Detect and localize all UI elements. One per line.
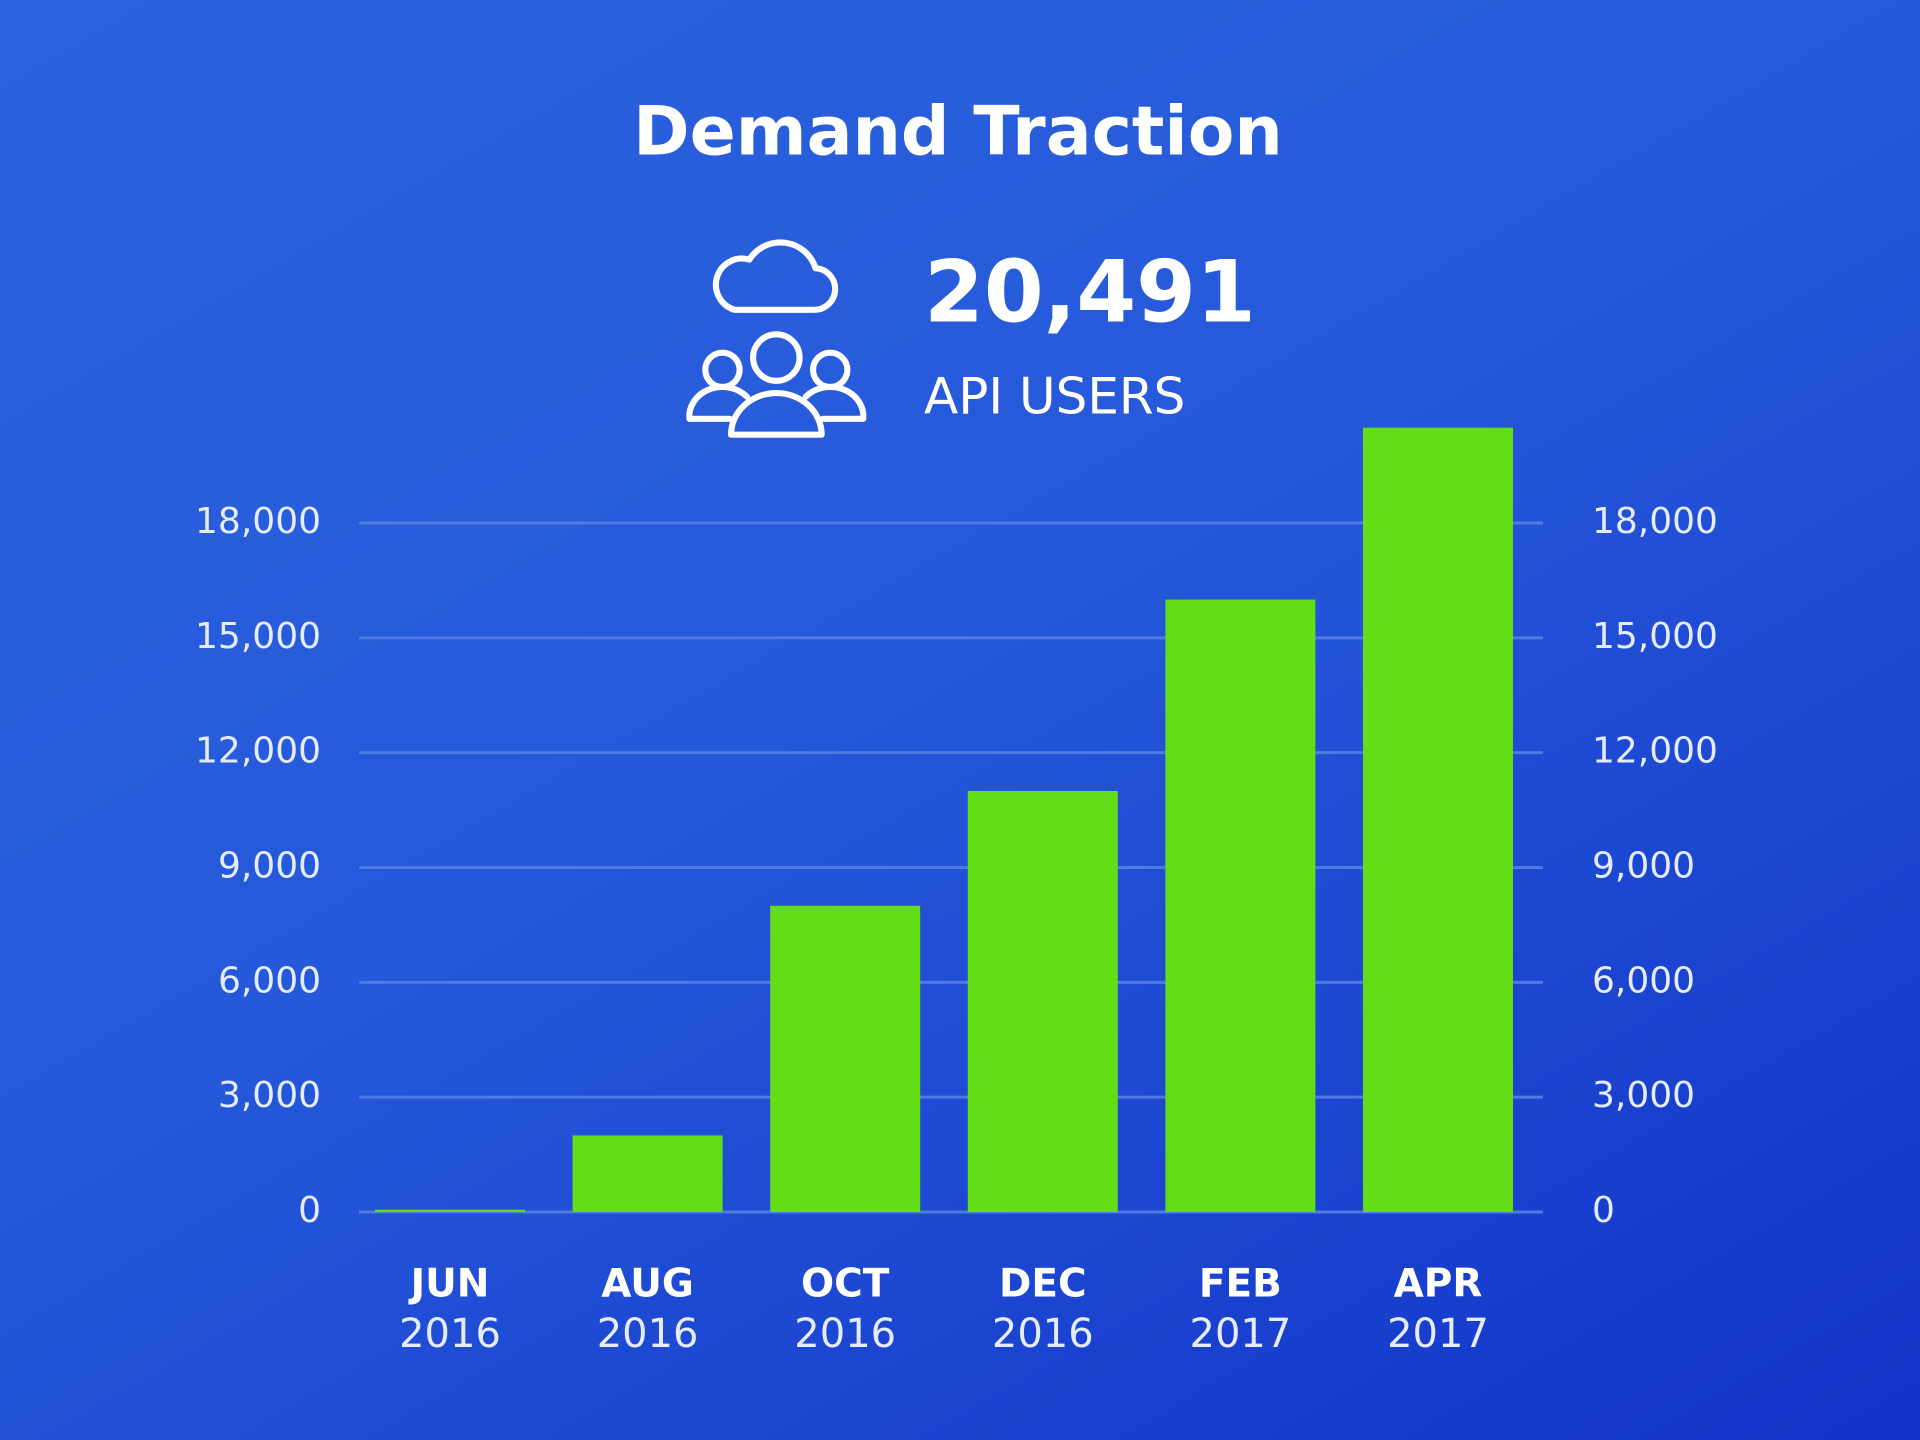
bar	[1165, 599, 1316, 1212]
x-tick-year: 2016	[399, 1311, 501, 1357]
bar	[375, 1209, 525, 1212]
x-tick-year: 2016	[992, 1311, 1094, 1357]
bar	[1363, 427, 1513, 1213]
headline-value: 20,491	[924, 242, 1256, 342]
chart-title: Demand Traction	[633, 93, 1283, 172]
x-tick-year: 2016	[794, 1311, 896, 1357]
x-tick-month: FEB	[1199, 1262, 1282, 1307]
y-tick-label-right: 15,000	[1592, 616, 1718, 657]
y-tick-label: 18,000	[195, 501, 321, 542]
x-tick-month: OCT	[801, 1262, 890, 1307]
x-tick-month: DEC	[999, 1262, 1087, 1307]
x-tick-year: 2016	[597, 1311, 699, 1357]
bar	[967, 790, 1118, 1212]
x-tick-month: JUN	[408, 1262, 490, 1307]
headline-label: API USERS	[924, 368, 1185, 426]
y-tick-label: 9,000	[218, 846, 321, 887]
y-tick-label: 12,000	[195, 731, 321, 772]
y-tick-label-right: 9,000	[1592, 846, 1695, 887]
bar	[572, 1135, 723, 1212]
y-tick-label-right: 0	[1592, 1190, 1615, 1231]
x-tick-year: 2017	[1190, 1311, 1292, 1357]
y-tick-label: 0	[298, 1190, 321, 1231]
bar	[770, 905, 921, 1212]
x-tick-month: APR	[1394, 1262, 1483, 1307]
y-tick-label: 6,000	[218, 960, 321, 1001]
y-tick-label-right: 18,000	[1592, 501, 1718, 542]
x-tick-year: 2017	[1387, 1311, 1489, 1357]
y-tick-label-right: 6,000	[1592, 960, 1695, 1001]
x-tick-month: AUG	[601, 1262, 694, 1307]
y-tick-label: 15,000	[195, 616, 321, 657]
y-tick-label-right: 3,000	[1592, 1075, 1695, 1116]
users-icon	[686, 239, 867, 438]
y-tick-label-right: 12,000	[1592, 731, 1718, 772]
y-tick-label: 3,000	[218, 1075, 321, 1116]
